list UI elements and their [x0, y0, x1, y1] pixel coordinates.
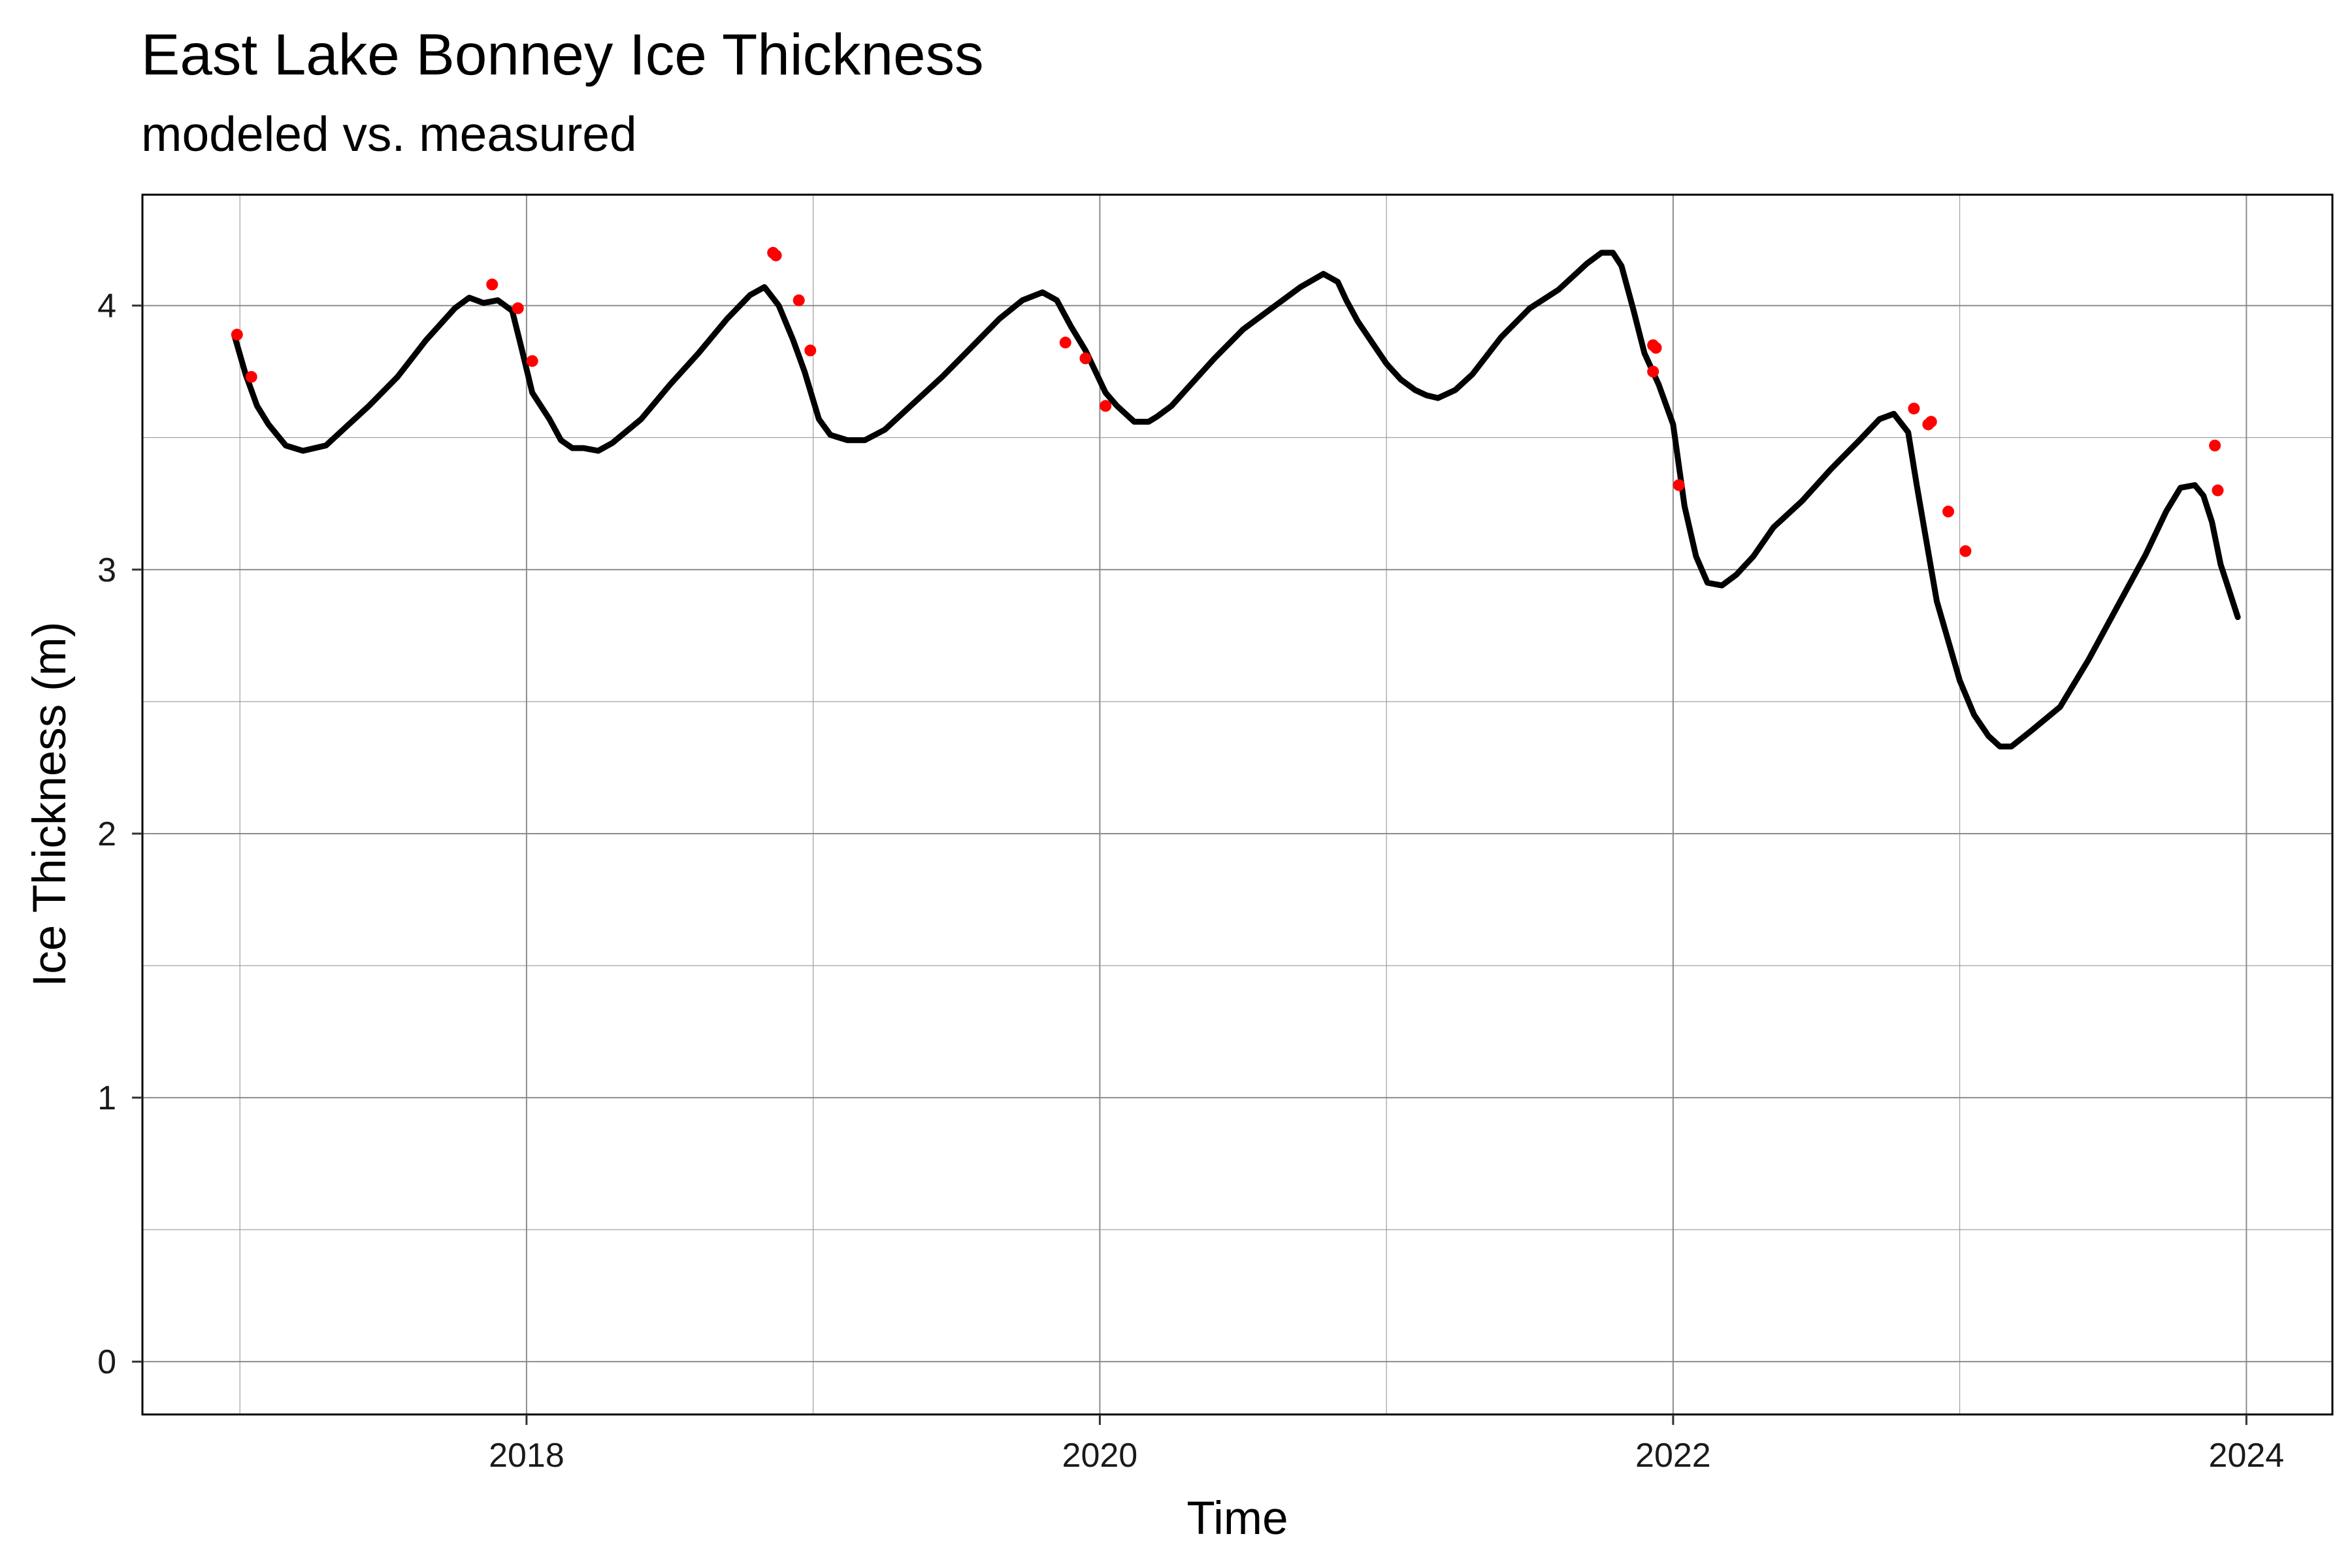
x-tick-label: 2024 [2209, 1437, 2285, 1475]
x-axis-title: Time [1186, 1493, 1288, 1544]
measured-point [1100, 400, 1112, 412]
x-tick-label: 2022 [1635, 1437, 1711, 1475]
modeled-series [231, 250, 2241, 750]
modeled-line [231, 250, 2241, 750]
measured-point [2212, 484, 2224, 497]
measured-point [526, 355, 538, 367]
measured-point [1908, 402, 1920, 415]
chart-title: East Lake Bonney Ice Thickness [141, 22, 984, 87]
measured-point [770, 249, 782, 261]
measured-point [1079, 352, 1092, 365]
minor-gridlines [142, 195, 2332, 1414]
y-tick-label: 1 [97, 1079, 116, 1117]
y-axis-title: Ice Thickness (m) [24, 622, 76, 987]
measured-point [1942, 505, 1955, 517]
measured-point [1673, 479, 1685, 491]
measured-point [486, 278, 498, 291]
y-tick-label: 2 [97, 815, 116, 853]
y-axis-ticks: 0 1 2 3 4 [97, 287, 142, 1381]
major-gridlines [142, 195, 2332, 1414]
chart-subtitle: modeled vs. measured [141, 106, 637, 161]
y-tick-label: 0 [97, 1343, 116, 1381]
x-tick-label: 2020 [1062, 1437, 1138, 1475]
measured-series [231, 246, 2224, 557]
measured-point [512, 302, 524, 314]
y-tick-label: 4 [97, 287, 116, 325]
x-axis-ticks: 2018 2020 2022 2024 [489, 1414, 2284, 1475]
measured-point [2209, 439, 2221, 451]
x-tick-label: 2018 [489, 1437, 564, 1475]
measured-point [231, 329, 243, 341]
measured-point [245, 370, 257, 383]
measured-point [1059, 336, 1071, 349]
measured-point [1925, 416, 1937, 428]
y-tick-label: 3 [97, 551, 116, 589]
measured-point [792, 294, 805, 306]
measured-point [1650, 342, 1662, 354]
measured-point [1959, 545, 1972, 557]
plot-frame [141, 193, 2334, 1416]
measured-point [804, 344, 817, 357]
measured-point [1647, 365, 1659, 378]
